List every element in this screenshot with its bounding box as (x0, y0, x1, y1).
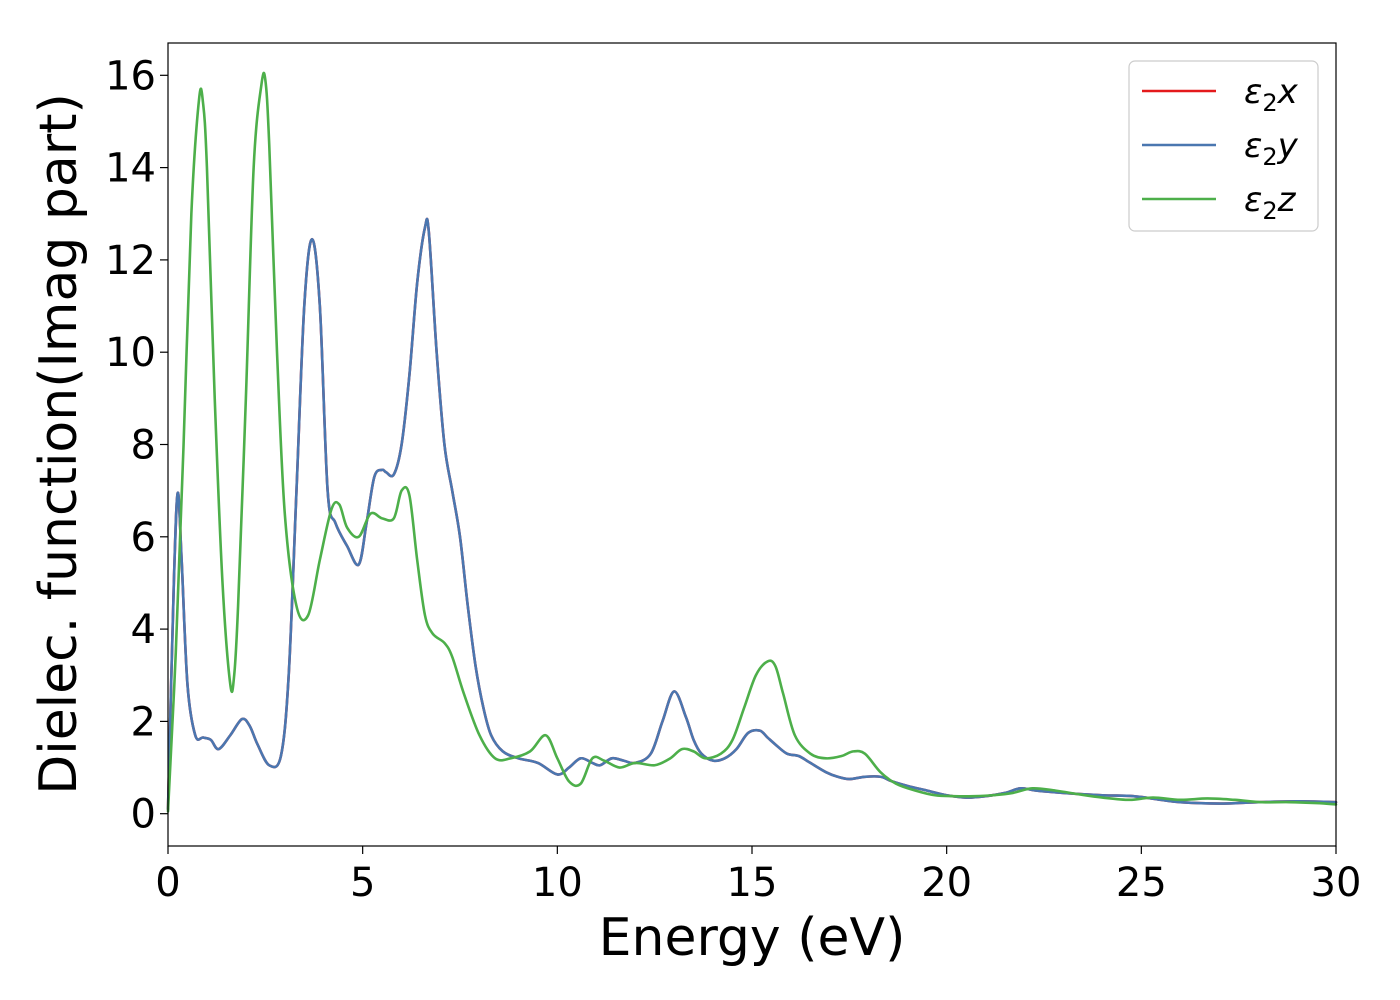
legend-label-y: ε2y (1244, 126, 1299, 171)
y-tick-label: 12 (105, 238, 156, 284)
series-layer (166, 71, 1338, 813)
x-tick-label: 0 (155, 860, 180, 906)
legend-label-z: ε2z (1244, 180, 1297, 225)
x-tick-label: 15 (727, 860, 778, 906)
series-line-z (166, 71, 1338, 813)
x-axis: 0 5 10 15 20 25 30 (155, 846, 1361, 906)
y-tick-label: 10 (105, 330, 156, 376)
y-axis: 0 2 4 6 8 10 12 14 16 (105, 53, 168, 838)
legend-label-x: ε2x (1244, 72, 1299, 117)
y-tick-label: 0 (131, 792, 156, 838)
x-axis-label: Energy (eV) (599, 908, 906, 968)
legend-box (1128, 60, 1319, 232)
y-tick-label: 14 (105, 146, 156, 192)
y-tick-label: 16 (105, 53, 156, 99)
x-tick-label: 10 (532, 860, 583, 906)
y-tick-label: 4 (131, 607, 156, 653)
y-tick-label: 8 (131, 423, 156, 469)
x-tick-label: 25 (1116, 860, 1167, 906)
y-tick-label: 2 (131, 699, 156, 745)
series-line-y (166, 217, 1338, 811)
legend: ε2x ε2y ε2z (1128, 60, 1319, 232)
y-axis-label: Dielec. function(Imag part) (29, 93, 89, 795)
x-tick-label: 20 (921, 860, 972, 906)
y-tick-label: 6 (131, 515, 156, 561)
x-tick-label: 5 (350, 860, 375, 906)
x-tick-label: 30 (1311, 860, 1362, 906)
